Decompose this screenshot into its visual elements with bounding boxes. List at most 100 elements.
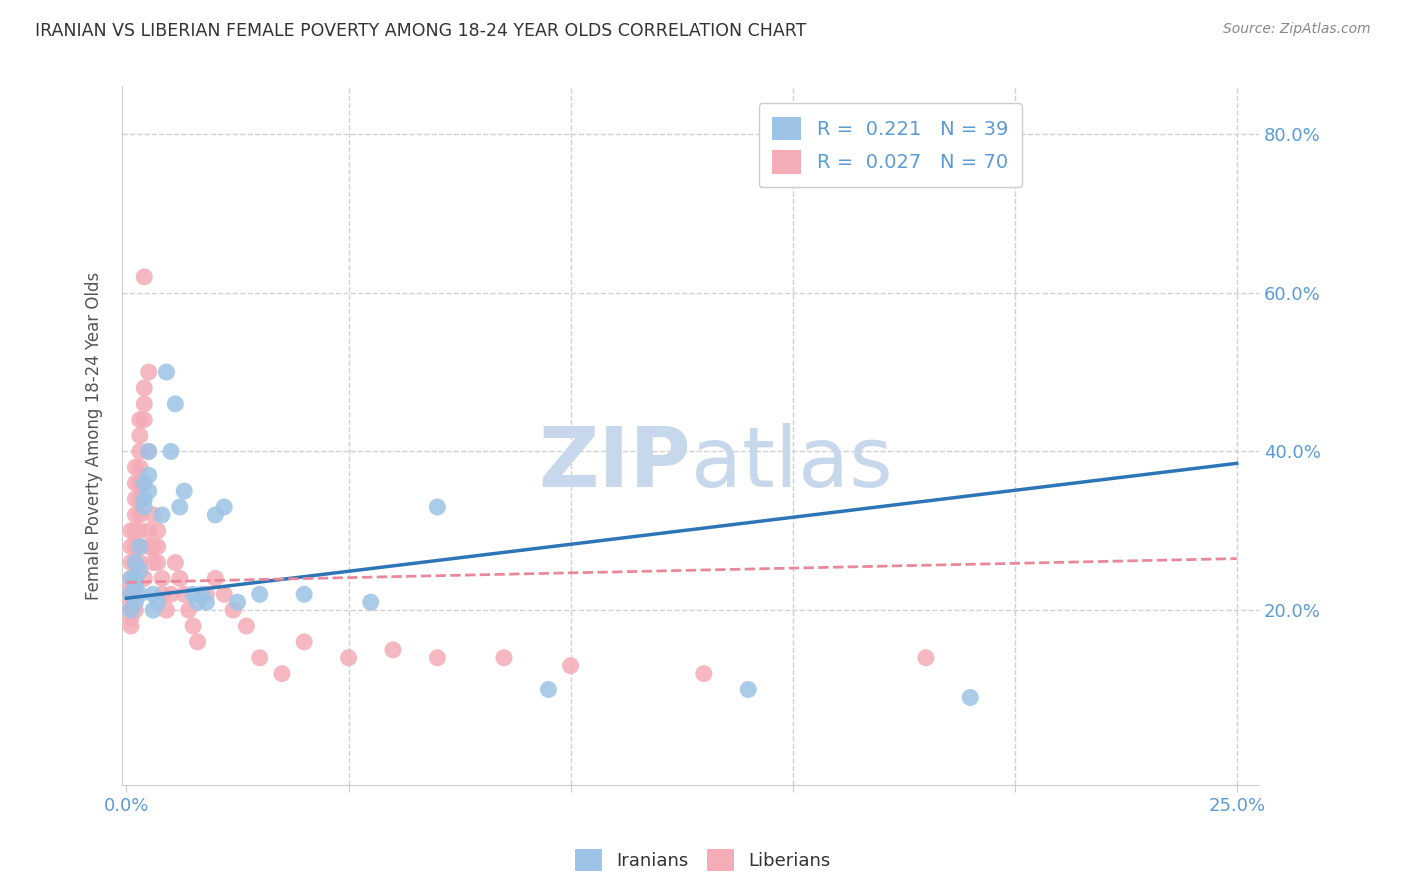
Point xyxy=(128,524,150,538)
Point xyxy=(337,650,360,665)
Point xyxy=(124,603,146,617)
Point xyxy=(212,500,235,514)
Point xyxy=(426,650,449,665)
Point xyxy=(120,524,142,538)
Point xyxy=(222,603,245,617)
Point xyxy=(271,666,294,681)
Point xyxy=(124,476,146,491)
Point xyxy=(128,540,150,554)
Point xyxy=(173,587,195,601)
Point xyxy=(560,658,582,673)
Point xyxy=(128,444,150,458)
Point xyxy=(120,556,142,570)
Point xyxy=(693,666,716,681)
Point xyxy=(120,619,142,633)
Point xyxy=(138,484,160,499)
Point xyxy=(124,508,146,522)
Point xyxy=(128,540,150,554)
Point xyxy=(150,571,173,585)
Point xyxy=(128,587,150,601)
Point xyxy=(142,603,165,617)
Point xyxy=(120,595,142,609)
Point xyxy=(134,500,156,514)
Point xyxy=(142,540,165,554)
Point xyxy=(195,595,218,609)
Point xyxy=(150,508,173,522)
Point xyxy=(204,508,226,522)
Point xyxy=(124,460,146,475)
Point xyxy=(128,428,150,442)
Point xyxy=(124,540,146,554)
Point xyxy=(959,690,981,705)
Point xyxy=(134,397,156,411)
Point xyxy=(124,556,146,570)
Point xyxy=(146,595,169,609)
Point xyxy=(120,540,142,554)
Point xyxy=(187,595,209,609)
Point xyxy=(142,508,165,522)
Point xyxy=(124,571,146,585)
Point xyxy=(134,381,156,395)
Text: Source: ZipAtlas.com: Source: ZipAtlas.com xyxy=(1223,22,1371,37)
Text: atlas: atlas xyxy=(690,423,893,504)
Point xyxy=(360,595,382,609)
Point xyxy=(292,635,315,649)
Point xyxy=(124,491,146,506)
Point xyxy=(195,587,218,601)
Point xyxy=(124,556,146,570)
Point xyxy=(134,476,156,491)
Text: ZIP: ZIP xyxy=(538,423,690,504)
Legend: Iranians, Liberians: Iranians, Liberians xyxy=(568,842,838,879)
Point xyxy=(155,365,177,379)
Legend: R =  0.221   N = 39, R =  0.027   N = 70: R = 0.221 N = 39, R = 0.027 N = 70 xyxy=(759,103,1022,187)
Point xyxy=(160,444,183,458)
Point xyxy=(120,587,142,601)
Point xyxy=(124,571,146,585)
Point xyxy=(138,444,160,458)
Point xyxy=(138,365,160,379)
Point xyxy=(155,603,177,617)
Point xyxy=(187,635,209,649)
Point xyxy=(292,587,315,601)
Point xyxy=(120,603,142,617)
Text: IRANIAN VS LIBERIAN FEMALE POVERTY AMONG 18-24 YEAR OLDS CORRELATION CHART: IRANIAN VS LIBERIAN FEMALE POVERTY AMONG… xyxy=(35,22,807,40)
Point xyxy=(212,587,235,601)
Point xyxy=(128,556,150,570)
Point xyxy=(737,682,759,697)
Point xyxy=(124,579,146,593)
Point xyxy=(142,587,165,601)
Point xyxy=(177,603,200,617)
Point xyxy=(128,508,150,522)
Point xyxy=(181,619,204,633)
Point xyxy=(537,682,560,697)
Point xyxy=(124,595,146,609)
Point xyxy=(165,397,187,411)
Point xyxy=(120,587,142,601)
Point xyxy=(128,564,150,578)
Point xyxy=(165,556,187,570)
Point xyxy=(134,491,156,506)
Point xyxy=(426,500,449,514)
Point xyxy=(134,412,156,426)
Point xyxy=(120,571,142,585)
Point xyxy=(128,491,150,506)
Point xyxy=(249,587,271,601)
Point xyxy=(138,468,160,483)
Point xyxy=(249,650,271,665)
Point xyxy=(142,556,165,570)
Point xyxy=(169,500,191,514)
Point xyxy=(191,587,214,601)
Point xyxy=(173,484,195,499)
Point xyxy=(226,595,249,609)
Point xyxy=(146,556,169,570)
Point xyxy=(204,571,226,585)
Point xyxy=(381,643,404,657)
Point xyxy=(146,524,169,538)
Point xyxy=(120,611,142,625)
Point xyxy=(915,650,938,665)
Point xyxy=(235,619,257,633)
Point xyxy=(160,587,183,601)
Point xyxy=(128,476,150,491)
Point xyxy=(150,587,173,601)
Point xyxy=(120,579,142,593)
